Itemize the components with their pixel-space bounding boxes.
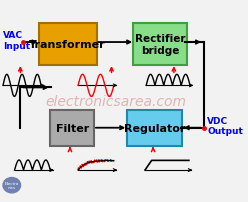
Text: VAC
Input: VAC Input (3, 31, 30, 50)
Text: Filter: Filter (56, 123, 89, 133)
Text: VDC
Output: VDC Output (207, 116, 243, 136)
FancyBboxPatch shape (126, 110, 182, 146)
Text: Electro
nics: Electro nics (5, 181, 19, 189)
FancyBboxPatch shape (133, 24, 186, 66)
Text: Regulator: Regulator (124, 123, 185, 133)
Text: Rectifier
bridge: Rectifier bridge (135, 34, 185, 56)
FancyBboxPatch shape (50, 110, 94, 146)
Text: Transformer: Transformer (29, 40, 106, 50)
FancyBboxPatch shape (39, 24, 96, 66)
Circle shape (3, 178, 21, 193)
Text: electronicsarea.com: electronicsarea.com (46, 94, 187, 108)
